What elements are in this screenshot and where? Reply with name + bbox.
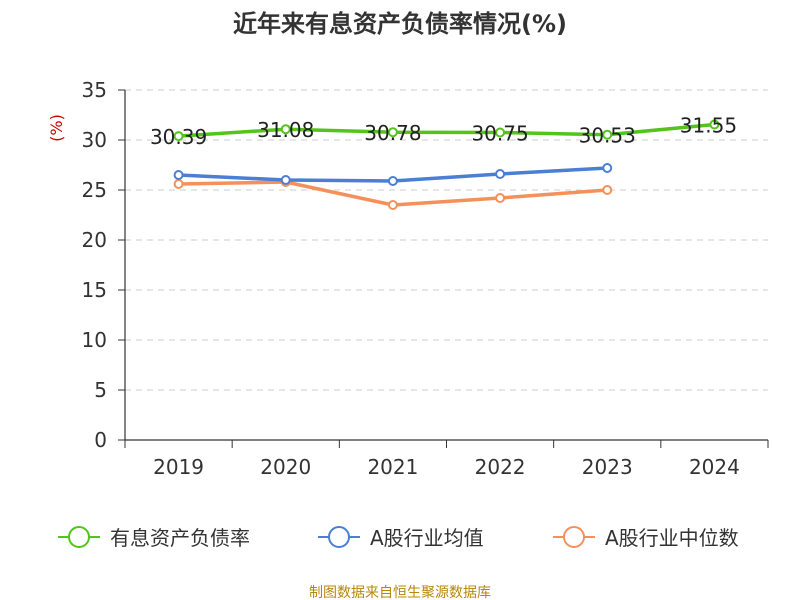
y-tick-label: 35 [82,78,107,102]
y-tick-label: 25 [82,178,107,202]
y-tick-label: 30 [82,128,107,152]
y-tick-label: 0 [94,428,107,452]
data-label: 30.53 [579,124,636,148]
data-label: 31.55 [680,114,737,138]
data-point [602,129,613,140]
series-line-0 [178,122,715,138]
grid-lines [125,89,768,391]
data-point [495,127,506,138]
legend-label: A股行业均值 [370,526,484,550]
data-point [387,127,398,138]
data-point [173,131,184,142]
legend-item-0: 有息资产负债率 [58,526,250,550]
data-point [280,175,291,185]
data-point [387,176,398,186]
data-label: 30.39 [150,125,207,149]
legend-label: 有息资产负债率 [110,526,250,550]
legend-marker [563,526,585,548]
data-point [495,193,506,203]
x-tick-label: 2022 [475,455,526,479]
data-point [280,124,291,135]
x-tick-label: 2020 [260,455,311,479]
data-labels: 30.39 31.08 30.78 30.75 30.53 31.55 [150,114,737,150]
data-point [602,163,613,173]
legend-marker [328,526,350,548]
y-axis-label: (%) [47,114,66,142]
x-tick-label: 2023 [582,455,633,479]
axes: 0 5 10 15 20 25 30 35 2019 2020 2021 2022 2023 2024 [82,78,769,479]
x-tick-label: 2024 [689,455,740,479]
legend-marker [68,526,90,548]
data-point [709,119,720,130]
legend-label: A股行业中位数 [605,526,739,550]
y-tick-label: 20 [82,228,107,252]
series-group [173,119,720,210]
source-note: 制图数据来自恒生聚源数据库 [309,585,491,600]
data-point [495,169,506,179]
data-point [387,200,398,210]
data-point [602,185,613,195]
data-label: 30.78 [364,121,421,145]
legend: 有息资产负债率 A股行业均值 A股行业中位数 [58,526,739,550]
legend-item-1: A股行业均值 [318,526,484,550]
x-tick-label: 2019 [153,455,204,479]
chart-title: 近年来有息资产负债率情况(%) [233,10,567,38]
y-tick-label: 5 [94,378,107,402]
legend-item-2: A股行业中位数 [553,526,739,550]
data-point [173,179,184,189]
y-tick-label: 15 [82,278,107,302]
data-label: 30.75 [471,122,528,146]
data-label: 31.08 [257,118,314,142]
y-tick-label: 10 [82,328,107,352]
data-point [173,170,184,180]
x-tick-label: 2021 [367,455,418,479]
